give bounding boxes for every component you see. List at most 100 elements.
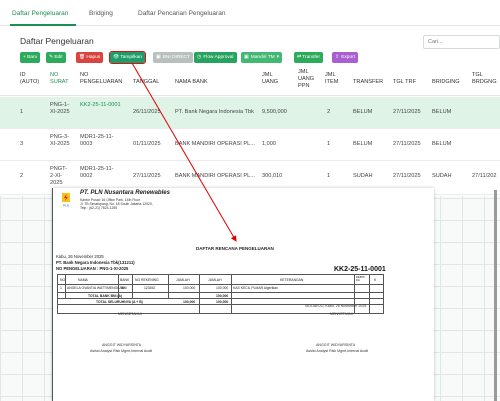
edit-button[interactable]: ✎ Edit (46, 52, 66, 63)
cell-bridging: BELUM (432, 109, 452, 115)
search-input[interactable] (423, 35, 500, 49)
col-jml-uang[interactable]: JML UANG (262, 72, 279, 85)
doc-cell-jumlah2: 100,000 (216, 286, 229, 290)
table-divider (118, 275, 119, 298)
document-title: DAFTAR RENCANA PENGELUARAN (196, 246, 274, 251)
doc-th-no: NO (60, 278, 66, 282)
col-jml-uang-ppn[interactable]: JML UANG PPN (298, 69, 315, 89)
cell-no-surat: PNG-3-XI-2025 (50, 134, 70, 147)
bni-direct-button[interactable]: ▣ BNI DIRECT (153, 52, 193, 63)
page-title: Daftar Pengeluaran (20, 36, 94, 46)
cell-id: 1 (20, 109, 24, 115)
tab-daftar-pencarian[interactable]: Daftar Pencarian Pengeluaran (138, 10, 226, 17)
cell-nama-bank: BANK MANDIRI OPERASI PL... (175, 141, 255, 147)
col-tgl-trf[interactable]: TGL TRF (393, 79, 416, 85)
cell-no-pengeluaran: KK2-25-11-0001 (80, 102, 121, 108)
doc-total-bank-label: TOTAL BANK BNI (A) (88, 293, 123, 298)
cell-transfer: BELUM (353, 141, 373, 147)
mandiri-tm-button[interactable]: ▣ Mandiri TM ▾ (241, 52, 283, 63)
doc-th-jumlah2: JUMLAH (208, 278, 222, 282)
cell-id: 3 (20, 141, 24, 147)
table-divider (132, 275, 133, 298)
export-icon: ⇪ (335, 54, 340, 60)
place-date: SIDOARJO, Kabu, 26 November 2025 (305, 304, 367, 308)
doc-cell-nama: ANGELA OVANTIA WATTIMENGKANI (67, 286, 126, 290)
cell-no-pengeluaran: MDR1-25-11-0002 (80, 166, 114, 179)
cell-jml-uang: 9,500,000 (262, 109, 287, 115)
col-jml-item[interactable]: JML ITEM (325, 72, 339, 85)
doc-total-all-value1: 100,000 (183, 299, 196, 304)
doc-th-k: K (374, 278, 377, 282)
col-transfer[interactable]: TRANSFER (353, 79, 384, 85)
col-tanggal[interactable]: TANGGAL (133, 79, 160, 85)
table-divider (58, 304, 383, 305)
app-panel: Daftar Pengeluaran Bridging Daftar Penca… (0, 0, 500, 196)
cell-no-surat: PNGT-2-XI-2025 (50, 166, 68, 186)
address-line: Telp : (62-21) 7824-1255 (80, 206, 118, 210)
col-no-surat[interactable]: NO SURAT (50, 72, 69, 85)
export-label: Export (341, 55, 356, 60)
table-divider (58, 298, 383, 299)
cell-transfer: SUDAH (353, 173, 373, 179)
doc-th-bank: BANK (120, 278, 130, 282)
cell-tgl-brdgng: 27/11/202 (472, 173, 497, 179)
right-signer-title: Assist Analyst Risk Mgmt,Internal Audit (306, 349, 369, 353)
col-bridging[interactable]: BRIDGING (432, 79, 460, 85)
delete-button[interactable]: 🗑 Hapus (76, 52, 104, 63)
table-divider (58, 284, 383, 285)
cell-nama-bank: PT. Bank Negara Indonesia Tbk (175, 109, 254, 115)
address-line: Kantor Pusat: 16 Office Park, 14th Floor (80, 198, 141, 202)
document-no-pengeluaran: NO PENGELUARAN : PNG-1-XI-2025 (56, 266, 129, 271)
flow-approval-button[interactable]: ◷ Flow Approval (194, 52, 237, 63)
table-divider (354, 275, 355, 313)
flow-approval-label: Flow Approval (203, 55, 234, 60)
document-table: NO NAMA BANK NO REKENING JUMLAH JUMLAH K… (57, 274, 384, 314)
left-signer-name: ANGGIT WIDYARSINTA (102, 343, 142, 347)
tab-bridging[interactable]: Bridging (89, 10, 113, 17)
doc-total-bank-value: 100,000 (216, 293, 229, 298)
table-divider (58, 292, 383, 293)
address-line: Jl. TB Simatupang, No. 18 South Jakarta … (80, 202, 153, 206)
table-row[interactable]: 1 PNG-1-XI-2025 KK2-25-11-0001 26/11/202… (0, 97, 500, 129)
new-button[interactable]: + Baru (20, 52, 41, 63)
table-divider (231, 275, 232, 313)
right-signer-name: ANGGIT WIDYARSINTA (316, 343, 356, 347)
company-name: PT. PLN Nusantara Renewables (80, 190, 170, 196)
bni-direct-label: BNI DIRECT (162, 55, 190, 60)
table-header: ID (AUTO) NO SURAT NO PENGELUARAN TANGGA… (0, 68, 500, 96)
document-scrollbar[interactable] (494, 190, 497, 401)
document-border (52, 188, 53, 401)
cell-jml-uang: 1,000 (262, 141, 276, 147)
cell-tgl-trf: 27/11/2025 (393, 109, 421, 115)
doc-cell-bank: BNI (121, 286, 127, 290)
chevron-down-icon: ▾ (276, 54, 280, 60)
doc-cell-jumlah: 100,000 (183, 286, 196, 290)
doc-th-debit: DEBIT/ DA (356, 275, 366, 282)
pln-logo-icon: PLN (62, 193, 70, 208)
document-preview (52, 188, 434, 401)
table-divider (369, 275, 370, 313)
table-row[interactable]: 3 PNG-3-XI-2025 MDR1-25-11-0003 01/11/20… (0, 129, 500, 161)
doc-total-all-value2: 100,000 (216, 299, 229, 304)
show-button[interactable]: 👁 Tampilkan (109, 51, 146, 64)
col-id[interactable]: ID (AUTO) (20, 72, 40, 85)
export-button[interactable]: ⇪ Export (332, 52, 359, 63)
tab-daftar-pengeluaran[interactable]: Daftar Pengeluaran (12, 10, 69, 17)
cell-no-pengeluaran: MDR1-25-11-0003 (80, 134, 114, 147)
cell-tgl-trf: 27/11/2025 (393, 141, 421, 147)
col-nama-bank[interactable]: NAMA BANK (175, 79, 208, 85)
col-no-pengeluaran[interactable]: NO PENGELUARAN (80, 72, 123, 85)
transfer-button[interactable]: ⇄ Transfer (294, 52, 323, 63)
logo-text: PLN (63, 204, 69, 208)
cell-id: 2 (20, 173, 24, 179)
cell-jml-item: 1 (327, 141, 331, 147)
cell-tgl-trf: 27/11/2025 (393, 173, 421, 179)
doc-cell-no: 1 (60, 286, 62, 290)
cell-tanggal: 27/11/2025 (133, 173, 161, 179)
doc-cell-no-rek: 123452 (144, 286, 156, 290)
right-role: MENYETUJUI (330, 312, 353, 316)
bank-icon: ▣ (244, 54, 249, 60)
cell-bridging: SUDAH (432, 173, 452, 179)
col-tgl-brdgng[interactable]: TGL BRDGNG (472, 72, 497, 85)
cell-bridging: BELUM (432, 141, 452, 147)
